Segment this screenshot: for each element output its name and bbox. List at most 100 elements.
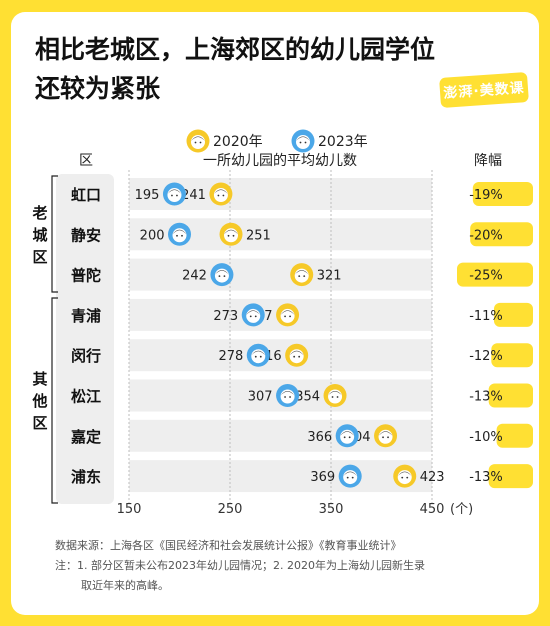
marker-2023 [210, 263, 234, 287]
x-tick-label: 450 [420, 502, 445, 517]
hair [289, 350, 304, 356]
district-label: 松江 [71, 388, 101, 406]
eye [348, 436, 351, 439]
eye [254, 355, 257, 358]
footnote-source: 数据来源：上海各区《国民经济和社会发展统计公报》《教育事业统计》 [55, 539, 402, 552]
marker-2023 [246, 343, 270, 367]
marker-2020 [285, 343, 309, 367]
value-label-2023: 278 [218, 349, 243, 364]
marker-2020 [209, 182, 233, 206]
face [296, 135, 310, 149]
change-label: -19% [469, 188, 503, 203]
face [397, 470, 412, 485]
hair [340, 431, 355, 436]
change-bar [488, 464, 533, 489]
change-bar [496, 423, 533, 448]
face [167, 188, 182, 202]
group-label-char: 区 [32, 248, 47, 266]
x-tick-label: 250 [218, 502, 243, 517]
eye [223, 275, 226, 277]
eye [176, 194, 178, 197]
legend-label: 2023年 [318, 134, 368, 150]
value-label-2020: 241 [181, 188, 206, 203]
hair [378, 431, 393, 436]
change-label: -12% [469, 349, 503, 364]
value-label-2020: 321 [317, 269, 342, 284]
group-label-char: 老 [31, 204, 47, 222]
change-label: -25% [469, 269, 503, 284]
district-label: 青浦 [71, 307, 101, 325]
eye [289, 396, 291, 398]
hair [224, 229, 239, 235]
hair [294, 270, 309, 275]
hair [296, 136, 310, 141]
footnotes: 数据来源：上海各区《国民经济和社会发展统计公报》《教育事业统计》 注：1. 部分… [55, 536, 525, 596]
face [280, 308, 295, 323]
value-label-2023: 369 [310, 470, 335, 485]
eye [336, 396, 339, 398]
district-label: 普陀 [71, 267, 101, 285]
hair [246, 310, 261, 315]
x-unit-label: (个) [450, 502, 473, 517]
change-label: -10% [469, 430, 503, 445]
face [340, 429, 355, 444]
hair [213, 189, 228, 194]
face [251, 349, 266, 364]
change-label: -13% [469, 390, 503, 405]
marker-2023 [241, 303, 265, 327]
eye [284, 396, 286, 398]
marker-2023 [335, 424, 359, 448]
group-bracket [51, 297, 58, 504]
marker-2020 [276, 303, 300, 327]
eye [387, 436, 389, 439]
hair [191, 136, 205, 141]
marker-2020 [393, 464, 417, 488]
x-tick-label: 350 [319, 502, 344, 517]
face [172, 228, 187, 243]
marker-2020 [323, 384, 347, 407]
footnote-note-2: 取近年来的高峰。 [81, 579, 169, 592]
face [246, 308, 261, 323]
district-label: 虹口 [71, 186, 101, 204]
change-label: -11% [469, 309, 503, 324]
change-bar [472, 182, 533, 206]
face [224, 228, 239, 243]
face [191, 135, 205, 149]
value-label-2023: 307 [248, 390, 273, 405]
legend-marker-2023 [291, 129, 315, 153]
value-label-2020: 251 [246, 228, 271, 243]
change-label: -13% [469, 470, 503, 485]
district-column-bg [56, 174, 114, 504]
marker-2023 [338, 464, 362, 488]
eye [217, 194, 220, 197]
eye [343, 436, 346, 439]
eye [346, 476, 349, 479]
eye [254, 315, 257, 318]
group-label-char: 区 [32, 414, 47, 432]
hair [328, 391, 343, 396]
marker-2023 [276, 384, 300, 407]
change-header: 降幅 [474, 153, 502, 169]
x-tick-label: 150 [117, 502, 142, 517]
eye [181, 234, 183, 237]
district-header: 区 [79, 153, 93, 169]
row-band [129, 258, 432, 291]
face [280, 389, 295, 404]
group-label-char: 他 [31, 392, 47, 410]
district-label: 闵行 [71, 347, 101, 365]
eye [232, 234, 235, 237]
value-label-2020: 354 [295, 390, 320, 405]
eye [227, 234, 230, 237]
group-bracket [51, 175, 58, 293]
change-label: -20% [469, 228, 503, 243]
eye [303, 275, 306, 277]
value-label-2023: 195 [135, 188, 160, 203]
title-line-2: 还较为紧张 [35, 74, 161, 103]
eye [401, 476, 404, 479]
footnote-note-1: 注：1. 部分区暂未公布2023年幼儿园情况；2. 2020年为上海幼儿园新生录 [55, 559, 425, 572]
eye [293, 355, 296, 358]
eye [289, 315, 291, 318]
change-bar [488, 383, 533, 408]
face [294, 268, 309, 283]
